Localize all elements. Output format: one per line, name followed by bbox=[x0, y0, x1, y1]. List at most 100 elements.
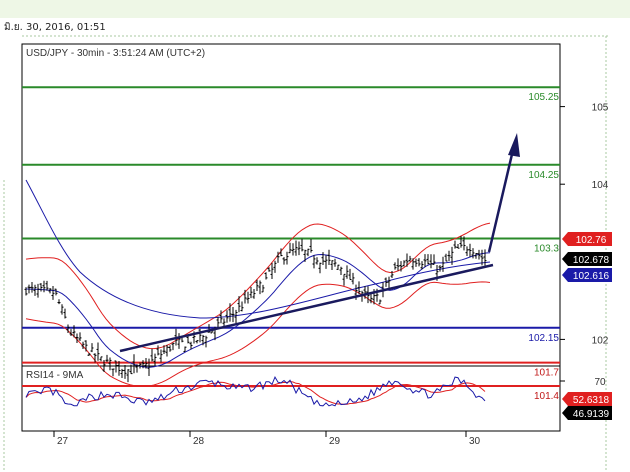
long-moving-average bbox=[25, 179, 491, 319]
candle bbox=[45, 280, 49, 291]
candle bbox=[453, 240, 457, 249]
candle bbox=[120, 368, 124, 378]
candle bbox=[303, 249, 307, 262]
candle bbox=[195, 340, 199, 344]
candle bbox=[252, 288, 256, 299]
candle bbox=[123, 364, 127, 379]
candle bbox=[222, 318, 226, 328]
candle bbox=[300, 238, 304, 252]
chart-title: USD/JPY - 30min - 3:51:24 AM (UTC+2) bbox=[26, 48, 205, 59]
candle bbox=[27, 284, 31, 294]
candle bbox=[414, 258, 418, 267]
candle bbox=[285, 251, 289, 265]
candle bbox=[318, 262, 322, 274]
candle bbox=[114, 360, 118, 373]
candle bbox=[483, 249, 487, 266]
candle bbox=[432, 254, 436, 265]
candle bbox=[468, 243, 472, 258]
moving-average bbox=[25, 252, 491, 368]
candle bbox=[444, 253, 448, 262]
candle bbox=[336, 264, 340, 270]
candle bbox=[399, 261, 403, 272]
candle bbox=[57, 299, 61, 305]
candle bbox=[231, 306, 235, 323]
candle bbox=[33, 284, 37, 296]
candle bbox=[81, 341, 85, 349]
candle bbox=[39, 283, 43, 292]
candle bbox=[189, 341, 193, 350]
candle bbox=[60, 304, 64, 315]
candle bbox=[351, 272, 355, 285]
candle bbox=[141, 360, 145, 369]
candle bbox=[459, 235, 463, 248]
svg-text:46.9139: 46.9139 bbox=[573, 409, 610, 420]
candle bbox=[309, 239, 313, 253]
candle bbox=[153, 353, 157, 366]
trendline bbox=[119, 263, 494, 353]
candle bbox=[390, 270, 394, 278]
candle bbox=[384, 277, 388, 287]
candle bbox=[291, 243, 295, 256]
svg-text:102.616: 102.616 bbox=[573, 271, 610, 282]
candle bbox=[135, 364, 139, 373]
candle bbox=[264, 272, 268, 280]
level-label-5: 101.4 bbox=[534, 391, 559, 402]
candle bbox=[294, 240, 298, 256]
projection-arrow-head bbox=[508, 133, 520, 157]
y-tick-label-0: 105 bbox=[592, 103, 609, 114]
rsi-ma-tag: 52.6318 bbox=[562, 392, 612, 406]
candle bbox=[324, 255, 328, 269]
candle bbox=[306, 248, 310, 257]
candle bbox=[405, 253, 409, 267]
candle bbox=[126, 369, 130, 383]
x-tick-label-1: 28 bbox=[193, 436, 205, 447]
candle bbox=[159, 349, 163, 363]
candle bbox=[345, 265, 349, 279]
y-tick-label-1: 104 bbox=[592, 180, 609, 191]
candle bbox=[183, 346, 187, 352]
candle bbox=[48, 287, 52, 294]
candle bbox=[117, 361, 121, 376]
candle bbox=[54, 288, 58, 296]
candle bbox=[42, 280, 46, 293]
candle bbox=[402, 260, 406, 267]
candle bbox=[171, 342, 175, 351]
candle bbox=[66, 324, 70, 333]
candle bbox=[30, 281, 34, 293]
candle bbox=[102, 360, 106, 373]
candle bbox=[357, 281, 361, 295]
candle bbox=[93, 353, 97, 363]
candle bbox=[165, 344, 169, 357]
candle bbox=[84, 340, 88, 352]
candle bbox=[243, 289, 247, 304]
candle bbox=[333, 258, 337, 267]
candle bbox=[258, 280, 262, 295]
top-bar bbox=[0, 0, 630, 18]
level-label-2: 103.3 bbox=[534, 244, 559, 255]
candle bbox=[447, 250, 451, 262]
rsi-line bbox=[25, 375, 486, 407]
candle bbox=[426, 254, 430, 265]
svg-text:52.6318: 52.6318 bbox=[573, 395, 610, 406]
candle bbox=[186, 335, 190, 344]
level-label-3: 102.15 bbox=[528, 333, 559, 344]
level-label-4: 101.7 bbox=[534, 368, 559, 379]
candle bbox=[480, 249, 484, 266]
rsi-panel bbox=[21, 365, 561, 432]
candle bbox=[105, 354, 109, 363]
candle bbox=[168, 345, 172, 352]
level-label-1: 104.25 bbox=[528, 170, 559, 181]
candle bbox=[99, 356, 103, 362]
candle bbox=[312, 255, 316, 269]
candle bbox=[408, 255, 412, 262]
candle bbox=[471, 248, 475, 259]
candle bbox=[249, 286, 253, 299]
candle bbox=[177, 333, 181, 349]
candle bbox=[438, 265, 442, 272]
y-tick-label-2: 102 bbox=[592, 335, 609, 346]
candle bbox=[330, 260, 334, 271]
datetime-label: มิ.ย. 30, 2016, 01:51 bbox=[4, 22, 106, 33]
candle bbox=[276, 251, 280, 263]
candle bbox=[429, 254, 433, 269]
